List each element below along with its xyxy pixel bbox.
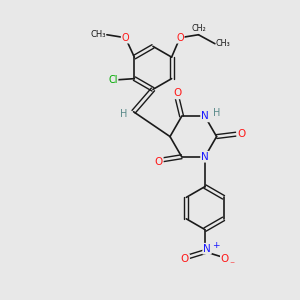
Text: O: O: [154, 157, 163, 167]
Text: O: O: [173, 88, 181, 98]
Text: N: N: [201, 152, 209, 162]
Text: O: O: [176, 33, 184, 43]
Text: H: H: [213, 108, 220, 118]
Text: CH₂: CH₂: [191, 24, 206, 33]
Text: CH₃: CH₃: [216, 39, 231, 48]
Text: O: O: [181, 254, 189, 265]
Text: +: +: [212, 241, 219, 250]
Text: O: O: [237, 129, 245, 139]
Text: CH₃: CH₃: [91, 30, 106, 39]
Text: O: O: [221, 254, 229, 265]
Text: H: H: [120, 109, 128, 119]
Text: N: N: [203, 244, 211, 254]
Text: ⁻: ⁻: [229, 260, 234, 270]
Text: N: N: [201, 111, 209, 122]
Text: O: O: [122, 33, 129, 43]
Text: Cl: Cl: [108, 75, 118, 85]
